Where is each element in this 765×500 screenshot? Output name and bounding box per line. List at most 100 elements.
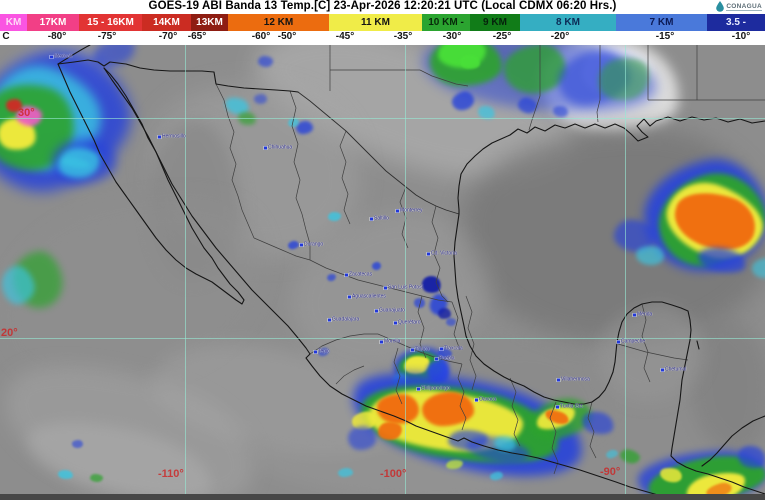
temp-tick-label: -75° bbox=[97, 31, 117, 42]
temp-tick-label: -20° bbox=[550, 31, 570, 42]
scale-segment: 12 KM bbox=[228, 14, 329, 31]
city-marker-icon bbox=[264, 146, 267, 150]
latitude-line-30 bbox=[0, 118, 765, 119]
state-borders bbox=[215, 45, 765, 475]
temp-row: C -80° -75° -70° -65° -60° -50° -45° -35° -30° -25… bbox=[0, 31, 765, 45]
temp-tick-label: -30° bbox=[442, 31, 462, 42]
city-marker-icon bbox=[440, 347, 443, 351]
city-label: Durango bbox=[300, 242, 323, 248]
city-label: Morelia bbox=[380, 339, 400, 345]
temp-tick-label: -45° bbox=[335, 31, 355, 42]
city-label: Aguascalientes bbox=[348, 294, 386, 300]
image-edge-strip bbox=[0, 494, 765, 500]
city-label: Guanajuato bbox=[375, 308, 405, 314]
temp-tick-label: C bbox=[2, 31, 10, 42]
city-marker-icon bbox=[300, 243, 303, 247]
scale-bar: KM 17KM 15 - 16KM 14KM 13KM 12 KM 11 KM 10 KM -… bbox=[0, 14, 765, 31]
product-title: GOES-19 ABI Banda 13 Temp.[C] 23-Apr-202… bbox=[148, 0, 617, 12]
coordinate-label-layer: 30° 20° -110° -100° -90° bbox=[0, 45, 765, 500]
scale-segment: KM bbox=[0, 14, 27, 31]
city-marker-icon bbox=[417, 387, 420, 391]
longitude-line-100 bbox=[405, 45, 406, 500]
rio-grande-border bbox=[297, 91, 460, 215]
conagua-logo: CONAGUA bbox=[716, 1, 762, 12]
temp-tick-label: -60° bbox=[251, 31, 271, 42]
city-marker-icon bbox=[328, 318, 331, 322]
city-marker-icon bbox=[556, 405, 559, 409]
scale-segment: 8 KM bbox=[520, 14, 616, 31]
city-marker-icon bbox=[435, 357, 438, 361]
city-marker-icon bbox=[617, 340, 620, 344]
city-marker-icon bbox=[314, 350, 317, 354]
city-marker-icon bbox=[394, 321, 397, 325]
water-drop-icon bbox=[716, 1, 725, 12]
city-label: Saltillo bbox=[370, 216, 389, 222]
city-marker-icon bbox=[411, 348, 414, 352]
temp-tick-label: -70° bbox=[158, 31, 178, 42]
city-label: Querétaro bbox=[394, 320, 421, 326]
city-marker-icon bbox=[345, 273, 348, 277]
scale-segment: 7 KM bbox=[616, 14, 707, 31]
storm-cell bbox=[72, 440, 83, 448]
latitude-line-20 bbox=[0, 338, 765, 339]
city-label: Chilpancingo bbox=[417, 386, 450, 392]
scale-segment: 13KM bbox=[191, 14, 228, 31]
scale-segment: 14KM bbox=[142, 14, 191, 31]
satellite-map: 30° 20° -110° -100° -90° Mexicali Hermosillo C… bbox=[0, 45, 765, 500]
temp-tick-label: -35° bbox=[393, 31, 413, 42]
coastlines bbox=[57, 45, 765, 500]
scale-segment: 9 KM bbox=[470, 14, 520, 31]
scale-segment: 17KM bbox=[27, 14, 79, 31]
city-label: Tepic bbox=[314, 349, 330, 355]
city-marker-icon bbox=[158, 135, 161, 139]
scale-segment: 3.5 - bbox=[707, 14, 765, 31]
city-label: Chihuahua bbox=[264, 145, 292, 151]
grid-coordinate-label: -90° bbox=[600, 466, 621, 478]
temp-tick-label: -10° bbox=[731, 31, 751, 42]
grid-coordinate-label: -110° bbox=[158, 468, 184, 480]
city-marker-icon bbox=[380, 340, 383, 344]
convective-cloud-layer bbox=[0, 45, 765, 500]
city-marker-icon bbox=[475, 398, 478, 402]
city-marker-icon bbox=[427, 252, 430, 256]
temp-tick-label: -65° bbox=[187, 31, 207, 42]
city-marker-icon bbox=[661, 368, 664, 372]
city-label: Hermosillo bbox=[158, 134, 186, 140]
storm-cell bbox=[752, 258, 765, 278]
longitude-line-110 bbox=[185, 45, 186, 500]
city-label: Zacatecas bbox=[345, 272, 372, 278]
city-label: Guadalajara bbox=[328, 317, 359, 323]
city-label: San Luis Potosí bbox=[384, 285, 423, 291]
city-marker-icon bbox=[348, 295, 351, 299]
temp-tick-label: -15° bbox=[655, 31, 675, 42]
grid-coordinate-label: 30° bbox=[18, 107, 35, 119]
city-label: Mérida bbox=[633, 312, 652, 318]
city-label: Villahermosa bbox=[557, 377, 590, 383]
conagua-logo-text: CONAGUA bbox=[726, 2, 762, 11]
city-marker-icon bbox=[375, 309, 378, 313]
grid-coordinate-label: -100° bbox=[380, 468, 407, 480]
city-label: Monterrey bbox=[396, 208, 423, 214]
city-label: Campeche bbox=[617, 339, 645, 345]
city-marker-icon bbox=[384, 286, 387, 290]
city-label: Puebla bbox=[435, 356, 455, 362]
city-label: Toluca bbox=[411, 347, 429, 353]
city-label: Chetumal bbox=[661, 367, 686, 373]
city-marker-icon bbox=[50, 55, 53, 59]
scale-segment: 15 - 16KM bbox=[79, 14, 142, 31]
temp-tick-label: -80° bbox=[47, 31, 67, 42]
city-label: Mexicali bbox=[50, 54, 72, 60]
city-marker-icon bbox=[633, 313, 636, 317]
city-label: Cd. Victoria bbox=[427, 251, 457, 257]
scale-segment: 11 KM bbox=[329, 14, 422, 31]
temp-tick-label: -50° bbox=[277, 31, 297, 42]
scale-segment: 10 KM - bbox=[422, 14, 470, 31]
temp-tick-label: -25° bbox=[492, 31, 512, 42]
city-label-layer: Mexicali Hermosillo Chihuahua Monterrey Salt… bbox=[0, 45, 765, 500]
city-label: Oaxaca bbox=[475, 397, 496, 403]
city-marker-icon bbox=[396, 209, 399, 213]
city-label: Tlaxcala bbox=[440, 346, 463, 352]
header-bar: GOES-19 ABI Banda 13 Temp.[C] 23-Apr-202… bbox=[0, 0, 765, 14]
city-marker-icon bbox=[370, 217, 373, 221]
